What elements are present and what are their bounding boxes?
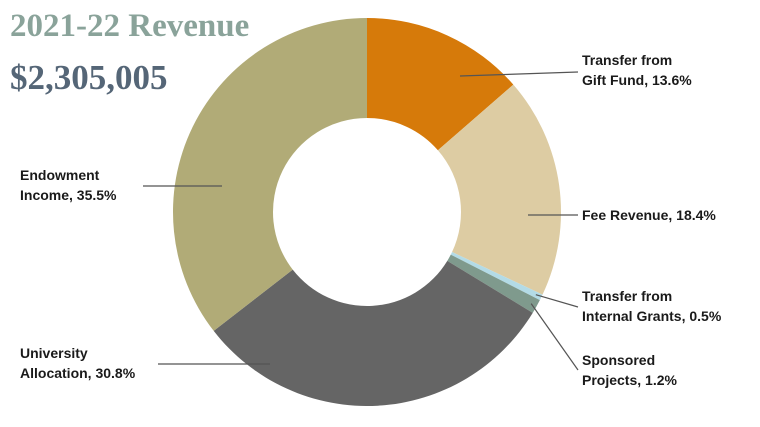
label-university: University Allocation, 30.8% (20, 345, 136, 381)
total-revenue: $2,305,005 (10, 58, 168, 97)
leader-line-sponsored (530, 303, 579, 371)
leader-line-gift (459, 71, 579, 77)
slice-fee (437, 84, 561, 295)
label-grants: Transfer from Internal Grants, 0.5% (582, 288, 722, 324)
slice-gift (367, 18, 514, 151)
slice-sponsored (447, 254, 540, 313)
label-gift: Transfer from Gift Fund, 13.6% (582, 52, 692, 88)
leader-line-grants (535, 294, 579, 308)
label-sponsored: Sponsored Projects, 1.2% (582, 352, 677, 388)
chart-title: 2021-22 Revenue (10, 8, 250, 44)
slice-grants (450, 252, 543, 301)
label-endowment: Endowment Income, 35.5% (20, 167, 117, 203)
slice-university (213, 260, 533, 406)
label-fee: Fee Revenue, 18.4% (582, 207, 716, 223)
slice-endowment (173, 18, 367, 331)
